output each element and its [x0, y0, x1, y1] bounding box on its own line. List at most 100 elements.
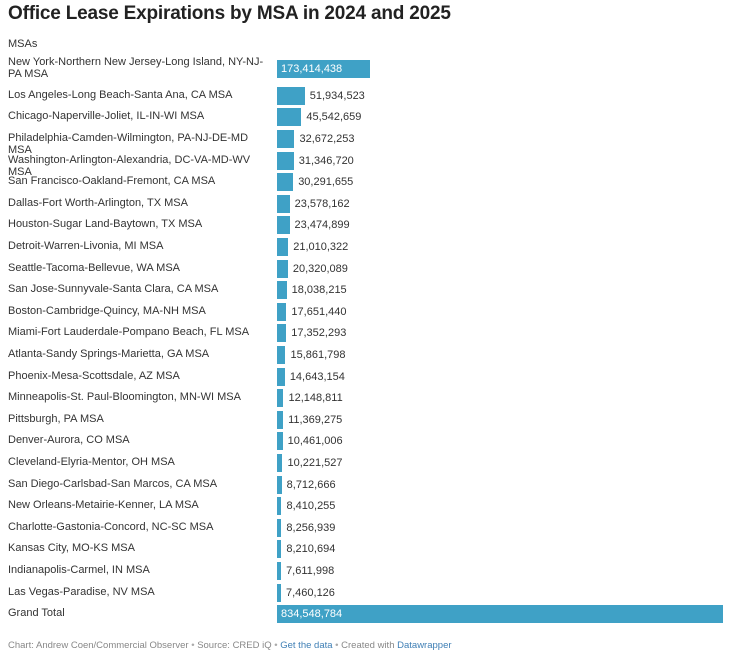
value-label: 17,651,440	[291, 305, 347, 318]
bar	[277, 60, 370, 78]
bar-row: Atlanta-Sandy Springs-Marietta, GA MSA 15…	[0, 344, 734, 366]
bar	[277, 518, 282, 537]
category-label: San Francisco-Oakland-Fremont, CA MSA	[8, 175, 216, 188]
bar-row: Boston-Cambridge-Quincy, MA-NH MSA 17,651…	[0, 301, 734, 323]
bar-row: Washington-Arlington-Alexandria, DC-VA-M…	[0, 150, 734, 178]
category-label: Chicago-Naperville-Joliet, IL-IN-WI MSA	[8, 110, 205, 123]
bar	[277, 367, 285, 386]
bar	[277, 475, 282, 494]
bar-row: Denver-Aurora, CO MSA 10,461,006	[0, 431, 734, 453]
footer-separator: •	[274, 640, 281, 651]
bar-chart: New York-Northern New Jersey-Long Island…	[0, 56, 734, 624]
bar-row: Phoenix-Mesa-Scottsdale, AZ MSA 14,643,15…	[0, 366, 734, 388]
category-label: New York-Northern New Jersey-Long Island…	[8, 56, 264, 80]
chart-footer: Chart: Andrew Coen/Commercial Observer •…	[8, 640, 452, 651]
bar-row: Los Angeles-Long Beach-Santa Ana, CA MSA…	[0, 85, 734, 107]
bar	[277, 86, 305, 105]
bar	[277, 151, 294, 170]
bar-row: Cleveland-Elyria-Mentor, OH MSA 10,221,52…	[0, 452, 734, 474]
bar	[277, 497, 282, 516]
value-label: 18,038,215	[291, 284, 347, 297]
category-label: Pittsburgh, PA MSA	[8, 412, 104, 425]
bar	[277, 540, 282, 559]
get-data-link[interactable]: Get the data	[280, 640, 333, 651]
category-label: New Orleans-Metairie-Kenner, LA MSA	[8, 499, 199, 512]
bar-row: New Orleans-Metairie-Kenner, LA MSA 8,410…	[0, 495, 734, 517]
bar	[277, 583, 281, 602]
created-with-text: Created with	[341, 640, 395, 651]
bar-row: Kansas City, MO-KS MSA 8,210,694	[0, 539, 734, 561]
footer-separator: •	[191, 640, 198, 651]
bar-row: Chicago-Naperville-Joliet, IL-IN-WI MSA 4…	[0, 107, 734, 129]
value-label: 173,414,438	[281, 63, 343, 75]
category-label: Boston-Cambridge-Quincy, MA-NH MSA	[8, 304, 206, 317]
category-label: Miami-Fort Lauderdale-Pompano Beach, FL …	[8, 326, 250, 339]
category-label: Houston-Sugar Land-Baytown, TX MSA	[8, 218, 203, 231]
category-label: San Jose-Sunnyvale-Santa Clara, CA MSA	[8, 283, 219, 296]
bar	[277, 561, 282, 580]
value-label: 8,210,694	[286, 543, 336, 556]
bar	[277, 453, 283, 472]
bar-row: Miami-Fort Lauderdale-Pompano Beach, FL …	[0, 323, 734, 345]
value-label: 10,221,527	[287, 456, 343, 469]
bar	[277, 108, 302, 127]
value-label: 32,672,253	[299, 132, 355, 145]
bar	[277, 173, 294, 192]
chart-title: Office Lease Expirations by MSA in 2024 …	[8, 3, 451, 24]
bar-row: Pittsburgh, PA MSA 11,369,275	[0, 409, 734, 431]
bar-row: San Francisco-Oakland-Fremont, CA MSA 30,…	[0, 171, 734, 193]
category-label: Minneapolis-St. Paul-Bloomington, MN-WI …	[8, 391, 241, 404]
bar-row: Houston-Sugar Land-Baytown, TX MSA 23,474…	[0, 215, 734, 237]
value-label: 8,712,666	[286, 478, 336, 491]
bar-row: Charlotte-Gastonia-Concord, NC-SC MSA 8,2…	[0, 517, 734, 539]
bar	[277, 281, 287, 300]
bar	[277, 237, 289, 256]
bar	[277, 259, 288, 278]
bar	[277, 302, 287, 321]
bar-row: Philadelphia-Camden-Wilmington, PA-NJ-DE…	[0, 128, 734, 156]
value-label: 45,542,659	[306, 111, 362, 124]
value-label: 14,643,154	[289, 370, 345, 383]
bar-row: Las Vegas-Paradise, NV MSA 7,460,126	[0, 582, 734, 604]
bar-row: New York-Northern New Jersey-Long Island…	[0, 56, 734, 82]
category-label: Atlanta-Sandy Springs-Marietta, GA MSA	[8, 347, 210, 360]
bar-row: Seattle-Tacoma-Bellevue, WA MSA 20,320,08…	[0, 258, 734, 280]
chart-credit: Chart: Andrew Coen/Commercial Observer	[8, 640, 189, 651]
bar	[277, 389, 284, 408]
value-label: 7,460,126	[285, 586, 335, 599]
value-label: 30,291,655	[298, 176, 354, 189]
value-label: 7,611,998	[286, 564, 335, 577]
bar	[277, 605, 723, 624]
value-label: 11,369,275	[288, 413, 343, 426]
bar	[277, 432, 283, 451]
datawrapper-link[interactable]: Datawrapper	[397, 640, 452, 651]
bar-row: Dallas-Fort Worth-Arlington, TX MSA 23,57…	[0, 193, 734, 215]
bar-row: San Jose-Sunnyvale-Santa Clara, CA MSA 18…	[0, 279, 734, 301]
category-label: Phoenix-Mesa-Scottsdale, AZ MSA	[8, 369, 180, 382]
bar	[277, 194, 290, 213]
value-label: 15,861,798	[290, 348, 346, 361]
category-label: Denver-Aurora, CO MSA	[8, 434, 130, 447]
category-label: Washington-Arlington-Alexandria, DC-VA-M…	[8, 153, 251, 178]
bar	[277, 345, 286, 364]
bar	[277, 216, 290, 235]
category-label: Cleveland-Elyria-Mentor, OH MSA	[8, 455, 175, 468]
value-label: 12,148,811	[288, 392, 343, 405]
category-label: Las Vegas-Paradise, NV MSA	[8, 585, 155, 598]
category-label: Dallas-Fort Worth-Arlington, TX MSA	[8, 196, 188, 209]
value-label: 17,352,293	[291, 327, 347, 340]
bar-row: San Diego-Carlsbad-San Marcos, CA MSA 8,7…	[0, 474, 734, 496]
value-label: 31,346,720	[298, 154, 354, 167]
category-label: Los Angeles-Long Beach-Santa Ana, CA MSA	[8, 88, 233, 101]
footer-separator: •	[335, 640, 342, 651]
category-label: Seattle-Tacoma-Bellevue, WA MSA	[8, 261, 180, 274]
bar-row: Detroit-Warren-Livonia, MI MSA 21,010,322	[0, 236, 734, 258]
bar	[277, 129, 295, 148]
value-label: 51,934,523	[309, 89, 365, 102]
category-label: San Diego-Carlsbad-San Marcos, CA MSA	[8, 477, 218, 490]
column-header: MSAs	[8, 38, 38, 50]
bar	[277, 410, 284, 429]
value-label: 8,256,939	[286, 521, 336, 534]
bar-row: Indianapolis-Carmel, IN MSA 7,611,998	[0, 560, 734, 582]
value-label: 10,461,006	[287, 435, 343, 448]
